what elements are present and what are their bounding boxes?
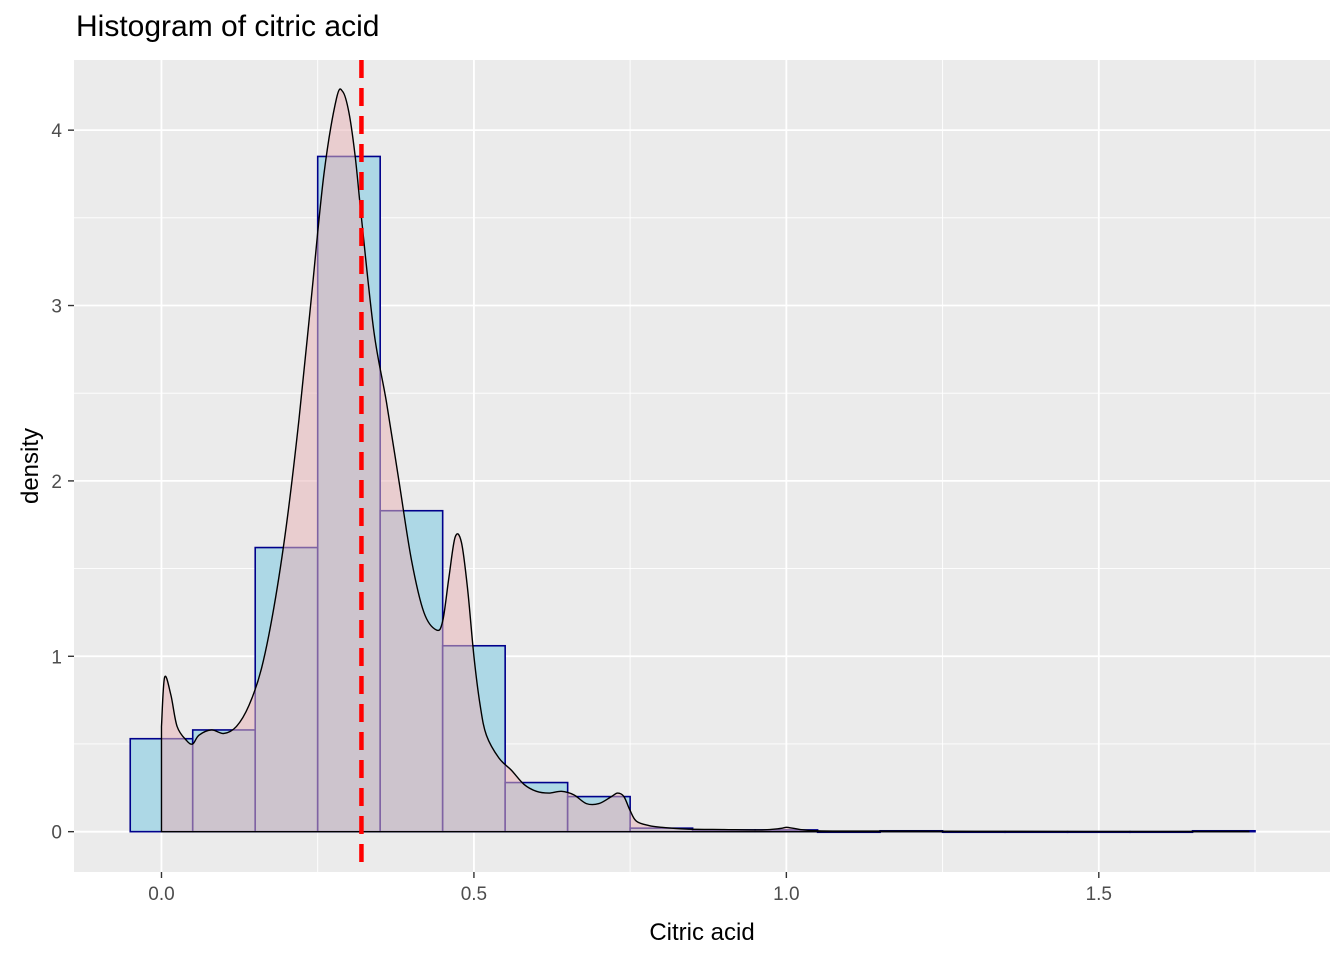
x-tick-label: 0.0 bbox=[148, 884, 174, 905]
x-tick-label: 1.5 bbox=[1086, 884, 1112, 905]
y-tick-label: 2 bbox=[51, 472, 62, 493]
x-axis: 0.0 0.5 1.0 1.5 bbox=[148, 872, 1112, 905]
y-tick-label: 3 bbox=[51, 297, 62, 318]
chart-title: Histogram of citric acid bbox=[76, 10, 380, 43]
y-tick-label: 4 bbox=[51, 121, 62, 142]
y-tick-label: 1 bbox=[51, 647, 62, 668]
density-curve bbox=[160, 88, 1250, 833]
y-tick-label: 0 bbox=[51, 823, 62, 844]
y-axis: 0 1 2 3 4 bbox=[51, 121, 74, 844]
x-axis-title: Citric acid bbox=[649, 919, 754, 946]
y-axis-title: density bbox=[17, 428, 44, 504]
x-tick-label: 1.0 bbox=[773, 884, 799, 905]
x-tick-label: 0.5 bbox=[461, 884, 487, 905]
